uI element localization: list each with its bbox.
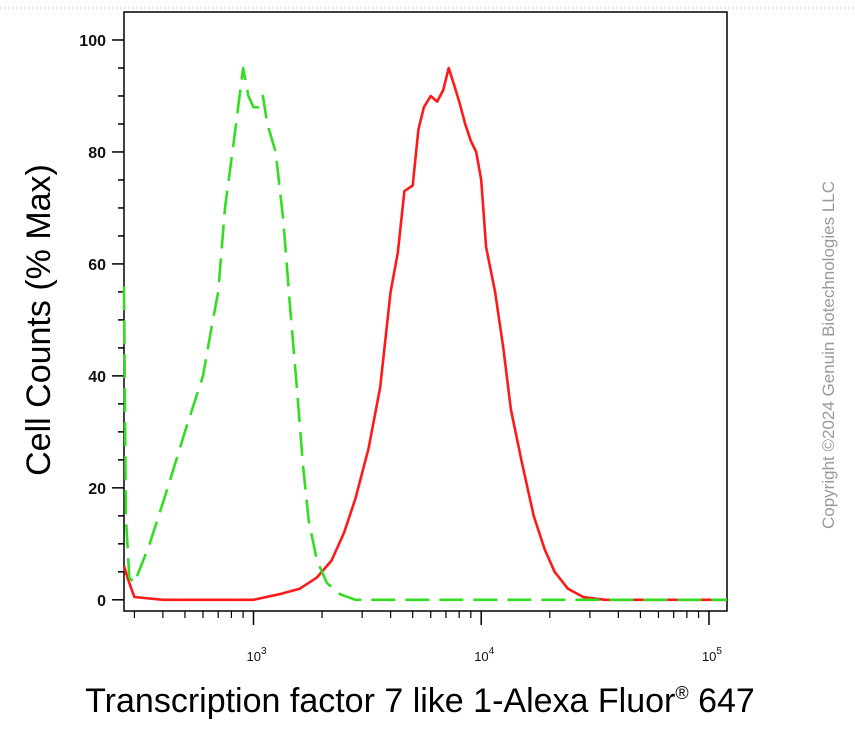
y-tick-label: 0 [97, 593, 106, 610]
y-tick-label: 80 [88, 145, 106, 162]
x-tick-base: 10 [246, 649, 260, 664]
x-axis-label-tail: 647 [689, 682, 755, 720]
isotype-control-histogram [122, 66, 727, 602]
sample-histogram [122, 66, 727, 602]
y-tick-label: 60 [88, 257, 106, 274]
x-tick-label: 105 [702, 646, 722, 664]
plot-frame [123, 11, 728, 612]
copyright-watermark: Copyright ©2024 Genuin Biotechnologies L… [819, 181, 838, 529]
x-axis-label-registered: ® [675, 683, 688, 703]
y-tick-label: 20 [88, 481, 106, 498]
y-axis-label: Cell Counts (% Max) [20, 164, 58, 476]
x-tick-exponent: 5 [716, 646, 722, 657]
x-tick-exponent: 3 [261, 646, 267, 657]
x-tick-base: 10 [474, 649, 488, 664]
x-tick-label: 103 [246, 646, 266, 664]
x-tick-label: 104 [474, 646, 494, 664]
y-tick-label: 40 [88, 369, 106, 386]
x-tick-exponent: 4 [489, 646, 495, 657]
series-layer [122, 66, 727, 602]
x-tick-base: 10 [702, 649, 716, 664]
y-tick-label: 100 [79, 33, 106, 50]
x-axis-label-main: Transcription factor 7 like 1-Alexa Fluo… [85, 682, 675, 720]
x-axis-label: Transcription factor 7 like 1-Alexa Fluo… [85, 682, 755, 720]
